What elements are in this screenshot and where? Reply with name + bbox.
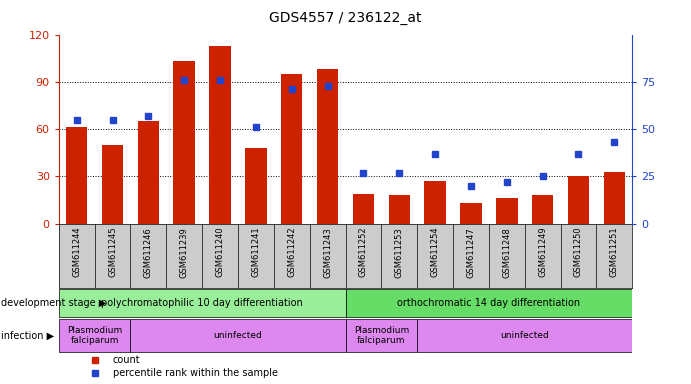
Bar <box>603 172 625 223</box>
Bar <box>59 319 131 353</box>
Text: GDS4557 / 236122_at: GDS4557 / 236122_at <box>269 11 422 25</box>
Bar <box>281 74 303 223</box>
Text: count: count <box>113 355 140 365</box>
Text: orthochromatic 14 day differentiation: orthochromatic 14 day differentiation <box>397 298 580 308</box>
Text: GSM611239: GSM611239 <box>180 227 189 278</box>
Text: GSM611253: GSM611253 <box>395 227 404 278</box>
Bar <box>138 121 159 223</box>
Bar <box>346 289 632 318</box>
Bar <box>417 319 632 353</box>
Bar <box>568 176 589 223</box>
Text: GSM611249: GSM611249 <box>538 227 547 277</box>
Text: GSM611240: GSM611240 <box>216 227 225 277</box>
Bar <box>424 181 446 223</box>
Text: GSM611252: GSM611252 <box>359 227 368 277</box>
Text: GSM611248: GSM611248 <box>502 227 511 278</box>
Bar <box>388 195 410 223</box>
Text: GSM611242: GSM611242 <box>287 227 296 277</box>
Text: development stage ▶: development stage ▶ <box>1 298 106 308</box>
Text: GSM611254: GSM611254 <box>430 227 439 277</box>
Bar <box>316 69 339 223</box>
Text: GSM611245: GSM611245 <box>108 227 117 277</box>
Text: GSM611251: GSM611251 <box>610 227 619 277</box>
Text: percentile rank within the sample: percentile rank within the sample <box>113 368 278 378</box>
Bar <box>59 289 346 318</box>
Text: GSM611246: GSM611246 <box>144 227 153 278</box>
Bar <box>532 195 553 223</box>
Bar <box>131 319 346 353</box>
Text: Plasmodium
falciparum: Plasmodium falciparum <box>354 326 409 345</box>
Bar <box>352 194 375 223</box>
Text: infection ▶: infection ▶ <box>1 331 54 341</box>
Bar <box>209 46 231 223</box>
Text: uninfected: uninfected <box>214 331 263 340</box>
Bar <box>173 61 195 223</box>
Text: GSM611241: GSM611241 <box>252 227 261 277</box>
Bar <box>460 203 482 223</box>
Text: polychromatophilic 10 day differentiation: polychromatophilic 10 day differentiatio… <box>102 298 303 308</box>
Text: GSM611244: GSM611244 <box>72 227 81 277</box>
Bar <box>496 199 518 223</box>
Bar <box>346 319 417 353</box>
Bar <box>102 145 123 223</box>
Text: GSM611247: GSM611247 <box>466 227 475 278</box>
Text: GSM611250: GSM611250 <box>574 227 583 277</box>
Bar <box>245 148 267 223</box>
Bar <box>66 127 87 223</box>
Text: uninfected: uninfected <box>500 331 549 340</box>
Text: GSM611243: GSM611243 <box>323 227 332 278</box>
Text: Plasmodium
falciparum: Plasmodium falciparum <box>67 326 122 345</box>
